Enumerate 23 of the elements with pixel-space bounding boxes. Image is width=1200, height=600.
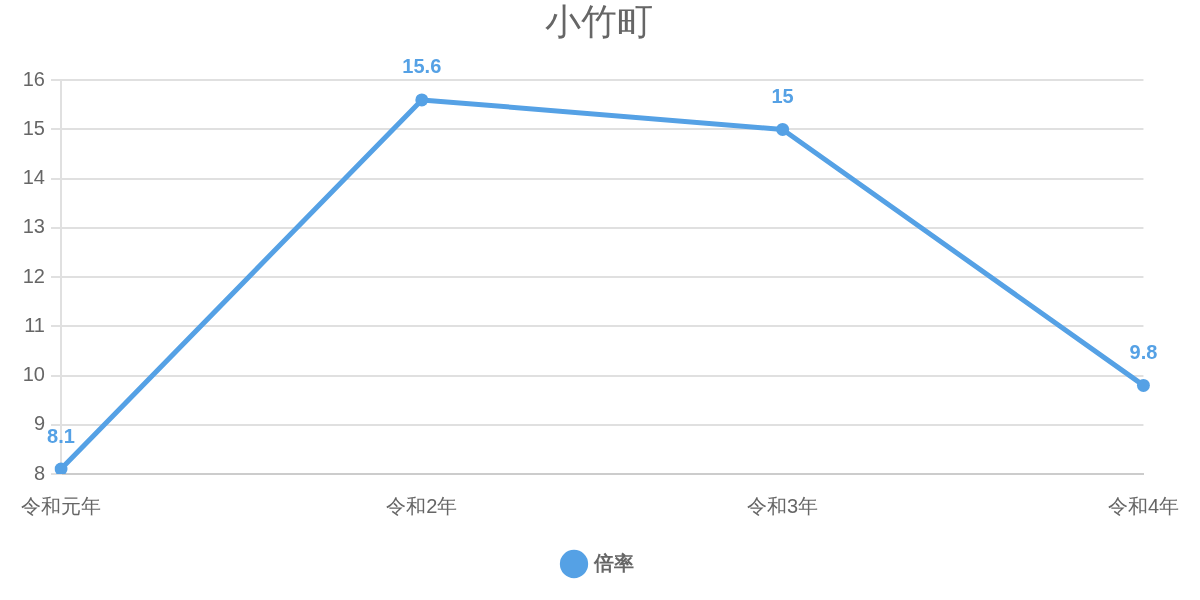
x-tick-label: 令和元年 xyxy=(21,494,101,517)
data-label: 9.8 xyxy=(1129,340,1158,363)
y-tick-label: 16 xyxy=(22,67,45,90)
point xyxy=(776,122,790,136)
x-tick-label: 令和2年 xyxy=(386,494,458,517)
x-tick-label: 令和3年 xyxy=(747,494,819,517)
chart-title: 小竹町 xyxy=(545,0,653,42)
y-tick-label: 11 xyxy=(24,313,45,336)
y-tick-label: 13 xyxy=(22,215,45,238)
point xyxy=(1136,378,1150,392)
point xyxy=(54,462,68,474)
y-tick-label: 15 xyxy=(22,116,45,139)
y-tick-label: 10 xyxy=(22,363,45,386)
y-tick-label: 14 xyxy=(22,166,45,189)
y-tick-label: 9 xyxy=(33,412,45,435)
legend-label: 倍率 xyxy=(593,551,634,574)
y-tick-label: 8 xyxy=(33,461,45,484)
data-label: 15 xyxy=(771,84,794,107)
point xyxy=(415,93,429,107)
x-tick-label: 令和4年 xyxy=(1107,494,1179,517)
data-label: 8.1 xyxy=(47,424,75,447)
y-tick-label: 12 xyxy=(22,264,45,287)
data-label: 15.6 xyxy=(402,55,442,78)
